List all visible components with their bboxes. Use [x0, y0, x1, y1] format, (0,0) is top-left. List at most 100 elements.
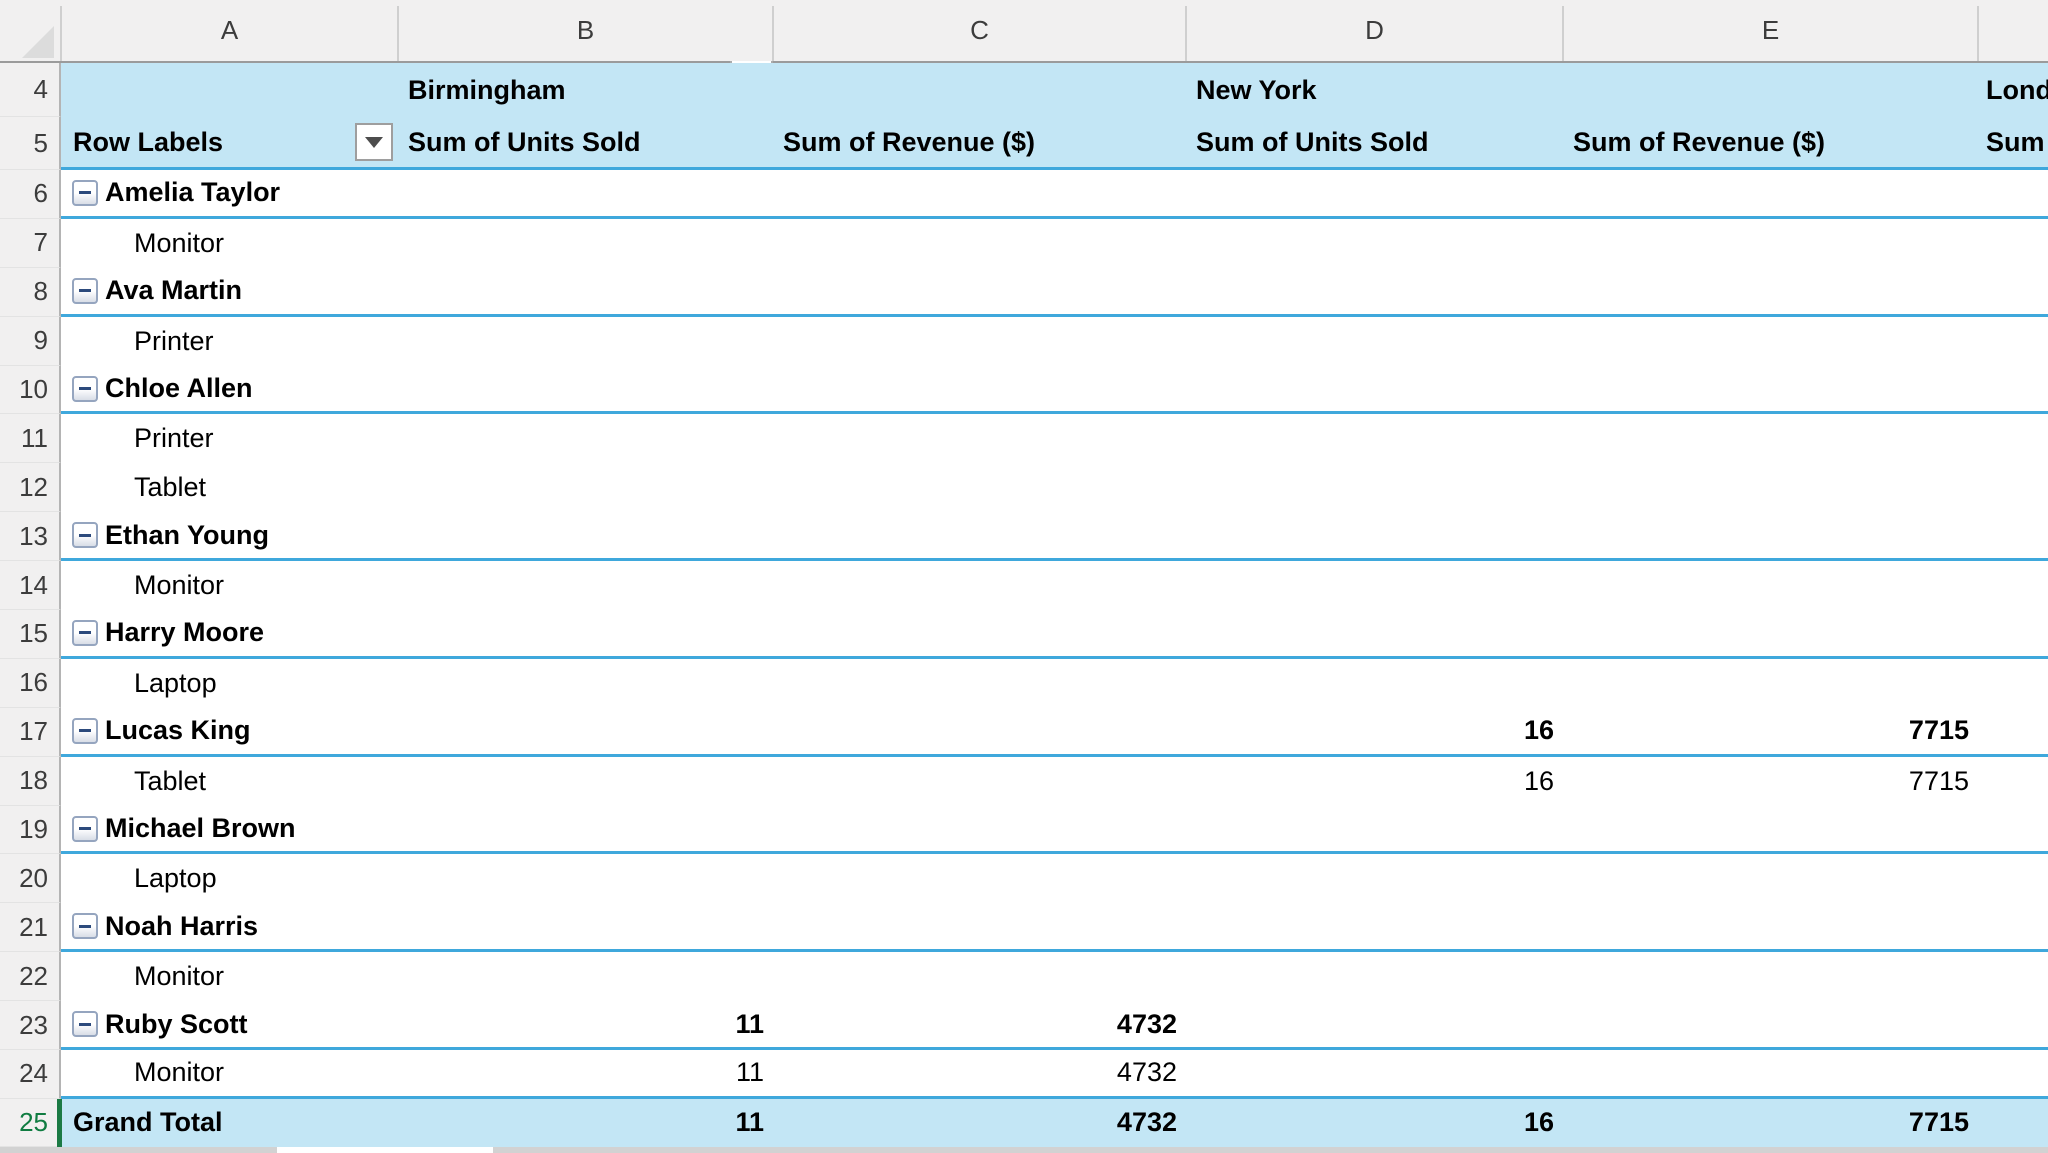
row-header[interactable]: 23 — [0, 1001, 61, 1051]
column-header-e[interactable]: E — [1761, 15, 1780, 45]
cell-item-label[interactable]: Printer — [61, 414, 398, 463]
cell-value[interactable] — [398, 610, 773, 656]
column-header-c[interactable]: C — [970, 15, 989, 45]
collapse-button[interactable] — [72, 277, 98, 304]
row-header[interactable]: 13 — [0, 512, 61, 562]
cell-value[interactable] — [1978, 1001, 2048, 1047]
cell-value[interactable] — [773, 414, 1186, 463]
cell-value[interactable] — [1563, 854, 1978, 903]
cell-value[interactable] — [398, 708, 773, 754]
cell-value[interactable] — [1186, 366, 1563, 412]
cell-value[interactable]: 11 — [735, 1107, 764, 1138]
cell-e4[interactable] — [1563, 63, 1978, 117]
cell-value[interactable] — [398, 219, 773, 268]
cell-value[interactable] — [1563, 952, 1978, 1001]
cell-value[interactable] — [1978, 659, 2048, 708]
cell-value[interactable] — [773, 708, 1186, 754]
cell-value[interactable] — [398, 757, 773, 806]
cell-value[interactable] — [1978, 317, 2048, 366]
row-header[interactable]: 12 — [0, 463, 61, 513]
cell-value[interactable] — [398, 561, 773, 610]
cell-value[interactable] — [1978, 414, 2048, 463]
cell-item-label[interactable]: Printer — [61, 317, 398, 366]
cell-value[interactable] — [1186, 414, 1563, 463]
cell-city-london[interactable]: London — [1986, 74, 2048, 105]
cell-value[interactable] — [1563, 366, 1978, 412]
cell-a4[interactable] — [61, 63, 398, 117]
cell-value[interactable] — [773, 463, 1186, 512]
row-header-4[interactable]: 4 — [0, 63, 61, 117]
column-header-a[interactable]: A — [220, 15, 239, 45]
column-divider[interactable] — [397, 6, 399, 61]
cell-value[interactable] — [1978, 366, 2048, 412]
cell-value[interactable] — [1186, 952, 1563, 1001]
collapse-button[interactable] — [72, 619, 98, 646]
cell-item-label[interactable]: Monitor — [61, 219, 398, 268]
cell-value[interactable] — [1563, 268, 1978, 314]
row-header[interactable]: 7 — [0, 218, 61, 268]
cell-value[interactable] — [398, 512, 773, 558]
cell-value[interactable] — [1978, 806, 2048, 852]
cell-value[interactable]: 4732 — [1116, 1008, 1177, 1039]
cell-value[interactable] — [1563, 219, 1978, 268]
collapse-button[interactable] — [72, 179, 98, 206]
cell-city-birmingham[interactable]: Birmingham — [408, 74, 566, 105]
cell-value[interactable]: 16 — [1523, 1107, 1554, 1138]
cell-value[interactable] — [1563, 317, 1978, 366]
collapse-button[interactable] — [72, 717, 98, 744]
cell-revenue-header-birmingham[interactable]: Sum of Revenue ($) — [783, 126, 1036, 157]
cell-value[interactable] — [1978, 708, 2048, 754]
row-header[interactable]: 20 — [0, 854, 61, 904]
cell-value[interactable] — [1978, 561, 2048, 610]
row-header[interactable]: 11 — [0, 414, 61, 464]
cell-revenue-header-new-york[interactable]: Sum of Revenue ($) — [1573, 126, 1826, 157]
cell-value[interactable] — [1563, 463, 1978, 512]
cell-value[interactable] — [1186, 512, 1563, 558]
cell-value[interactable] — [398, 317, 773, 366]
cell-value[interactable] — [1978, 1050, 2048, 1096]
cell-value[interactable] — [398, 463, 773, 512]
cell-value[interactable]: 4732 — [1116, 1107, 1177, 1138]
cell-group-label[interactable]: Lucas King — [61, 708, 398, 754]
row-header[interactable]: 17 — [0, 707, 61, 757]
cell-value[interactable] — [1563, 561, 1978, 610]
cell-value[interactable] — [1563, 512, 1978, 558]
row-header[interactable]: 21 — [0, 903, 61, 953]
cell-value[interactable] — [773, 757, 1186, 806]
cell-group-label[interactable]: Ava Martin — [61, 268, 398, 314]
cell-item-label[interactable]: Monitor — [61, 1050, 398, 1096]
cell-value[interactable] — [1186, 317, 1563, 366]
cell-value[interactable] — [398, 806, 773, 852]
cell-value[interactable] — [398, 414, 773, 463]
cell-value[interactable] — [773, 952, 1186, 1001]
filter-dropdown-button[interactable] — [355, 123, 393, 161]
row-header-5[interactable]: 5 — [0, 117, 61, 170]
cell-group-label[interactable]: Amelia Taylor — [61, 170, 398, 216]
column-divider[interactable] — [1562, 6, 1564, 61]
cell-value[interactable] — [398, 854, 773, 903]
cell-value[interactable] — [398, 268, 773, 314]
cell-value[interactable] — [1563, 1050, 1978, 1096]
cell-value[interactable] — [1186, 1050, 1563, 1096]
cell-value[interactable] — [1978, 952, 2048, 1001]
active-sheet-tab[interactable] — [277, 1147, 493, 1153]
cell-value[interactable] — [398, 952, 773, 1001]
cell-group-label[interactable]: Harry Moore — [61, 610, 398, 656]
cell-value[interactable] — [1563, 414, 1978, 463]
cell-value[interactable]: 11 — [735, 1008, 764, 1039]
cell-value[interactable] — [1978, 610, 2048, 656]
cell-units-header-london[interactable]: Sum of Units Sold — [1986, 126, 2048, 157]
select-all-icon[interactable] — [22, 26, 54, 58]
cell-grand-total-label[interactable]: Grand Total — [61, 1099, 398, 1147]
column-header-b[interactable]: B — [576, 15, 595, 45]
cell-value[interactable] — [773, 854, 1186, 903]
row-header[interactable]: 16 — [0, 658, 61, 708]
cell-c4[interactable] — [773, 63, 1186, 117]
cell-value[interactable] — [1563, 1001, 1978, 1047]
cell-group-label[interactable]: Ruby Scott — [61, 1001, 398, 1047]
cell-value[interactable] — [1563, 903, 1978, 949]
cell-value[interactable] — [1186, 903, 1563, 949]
cell-row-labels[interactable]: Row Labels — [61, 117, 398, 167]
cell-value[interactable] — [1186, 463, 1563, 512]
cell-value[interactable] — [1186, 170, 1563, 216]
